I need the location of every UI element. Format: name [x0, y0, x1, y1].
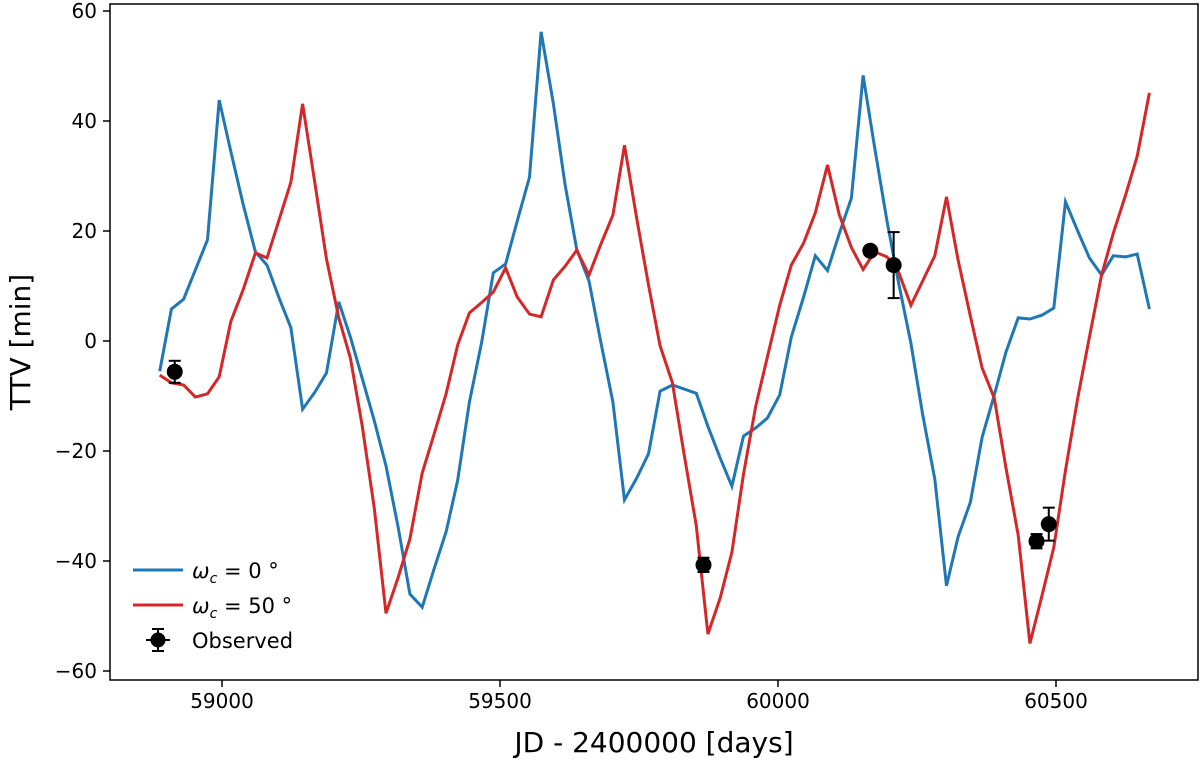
legend-marker-observed [146, 628, 170, 652]
x-axis: 59000 59500 60000 60500 [190, 680, 1088, 713]
legend-label-observed: Observed [192, 629, 293, 653]
legend-label-omega-50: ωc = 50 ° [192, 594, 292, 622]
legend-label-omega-0: ωc = 0 ° [192, 559, 279, 587]
y-tick-label: −40 [55, 549, 97, 573]
observed-marker [1028, 533, 1045, 550]
y-tick-label: 20 [72, 219, 97, 243]
y-tick-label: 60 [72, 0, 97, 23]
x-tick-label: 60500 [1024, 689, 1088, 713]
legend: ωc = 0 ° ωc = 50 ° Observed [133, 559, 293, 653]
y-axis-label: TTV [min] [4, 274, 37, 411]
observed-point [1028, 533, 1045, 550]
series-line-1 [158, 92, 1151, 644]
y-tick-label: −20 [55, 439, 97, 463]
observed-point [862, 242, 879, 259]
observed-point [695, 556, 712, 573]
series-line-0 [158, 31, 1151, 611]
observed-point [1040, 506, 1057, 542]
x-tick-label: 59000 [190, 689, 254, 713]
observed-marker [695, 556, 712, 573]
observed-marker [862, 242, 879, 259]
y-axis: −60 −40 −20 0 20 40 60 [55, 0, 110, 683]
x-tick-label: 60000 [746, 689, 810, 713]
x-axis-label: JD - 2400000 [days] [512, 726, 793, 759]
y-tick-label: −60 [55, 659, 97, 683]
y-tick-label: 40 [72, 109, 97, 133]
x-tick-label: 59500 [468, 689, 532, 713]
observed-marker [1040, 516, 1057, 533]
y-tick-label: 0 [84, 329, 97, 353]
observed-point [885, 231, 902, 300]
observed-marker [166, 363, 183, 380]
plot-area [158, 31, 1151, 644]
observed-marker [885, 257, 902, 274]
plot-frame [109, 3, 1199, 681]
observed-point [166, 359, 183, 384]
